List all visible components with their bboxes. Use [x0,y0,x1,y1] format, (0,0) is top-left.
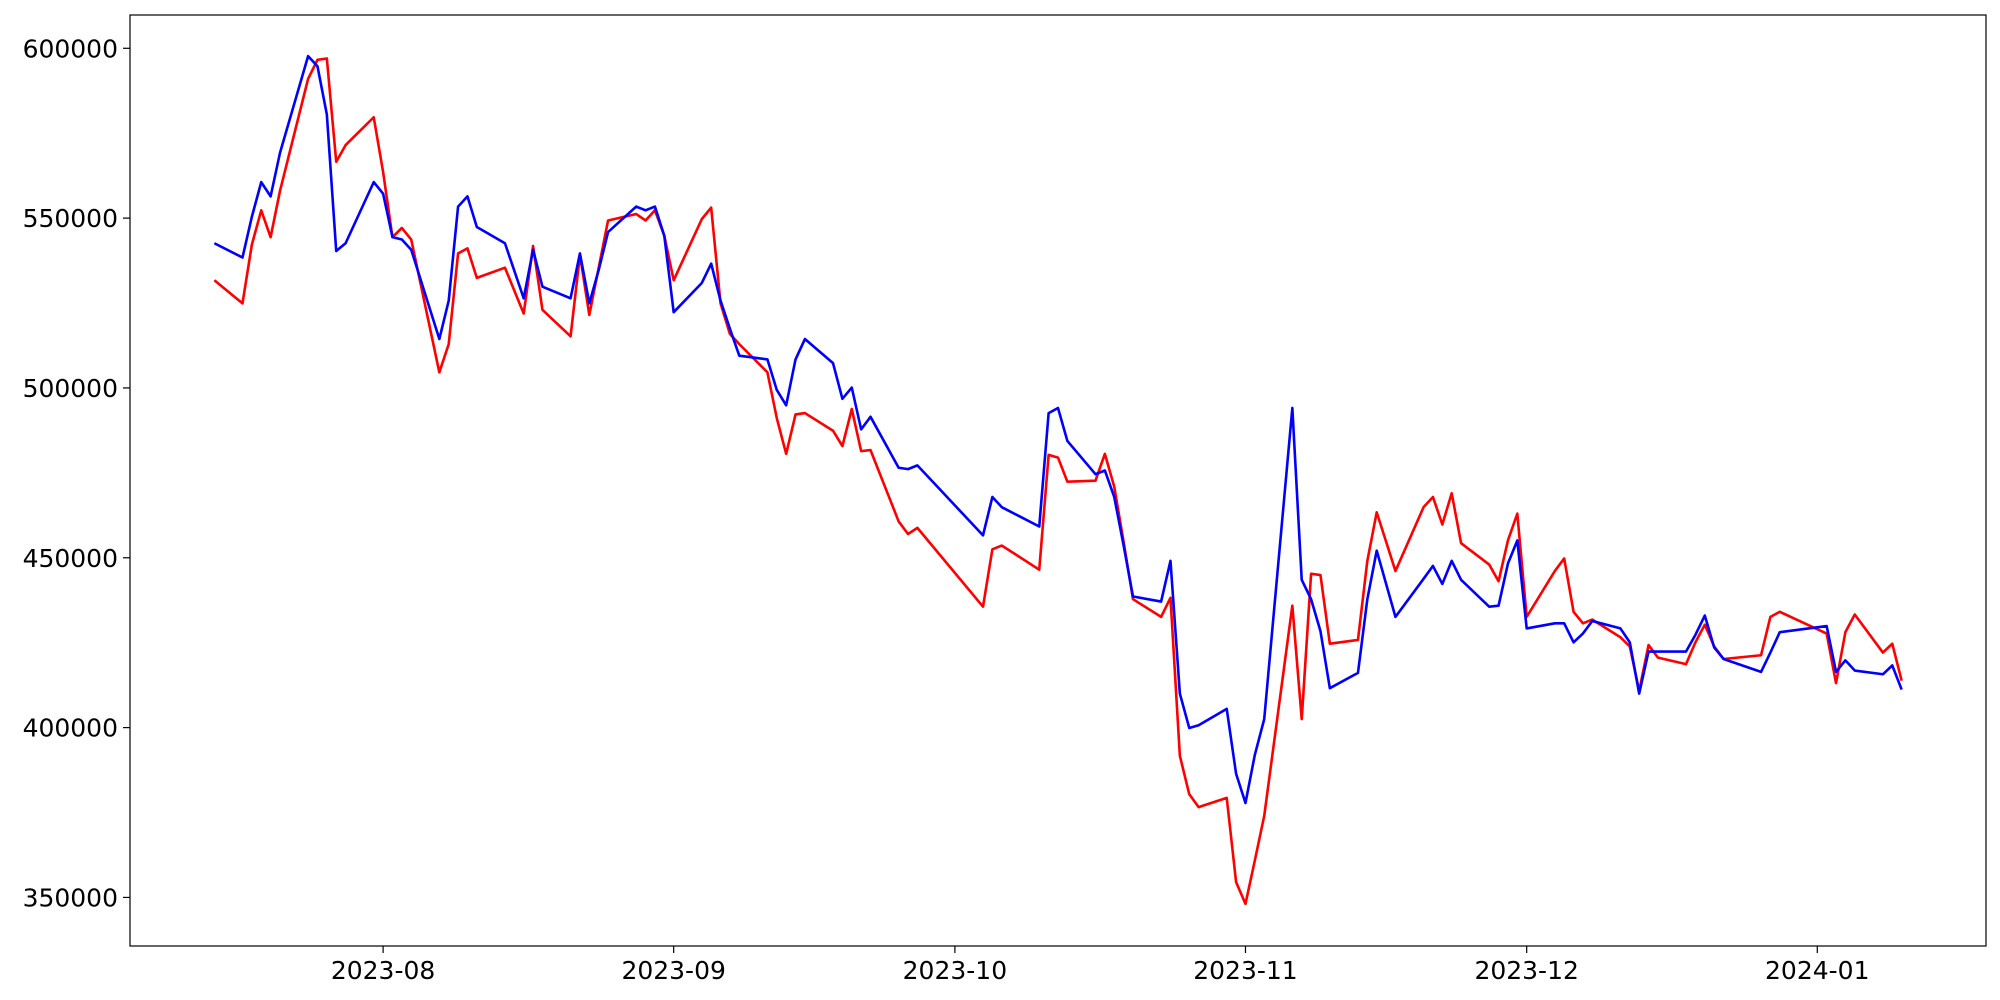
series-line [213,54,1903,805]
y-tick-label: 600000 [23,34,118,63]
x-tick-label: 2023-10 [903,956,1007,985]
series-line [213,57,1903,906]
y-tick-label: 400000 [23,714,118,743]
y-tick-label: 550000 [23,204,118,233]
x-tick-label: 2023-09 [621,956,725,985]
x-tick-label: 2023-12 [1474,956,1578,985]
y-tick-label: 350000 [23,883,118,912]
x-tick-label: 2023-11 [1193,956,1297,985]
x-tick-label: 2023-08 [331,956,435,985]
x-tick-label: 2024-01 [1765,956,1869,985]
y-tick-label: 450000 [23,544,118,573]
plot-frame [129,14,1987,947]
y-tick-label: 500000 [23,374,118,403]
